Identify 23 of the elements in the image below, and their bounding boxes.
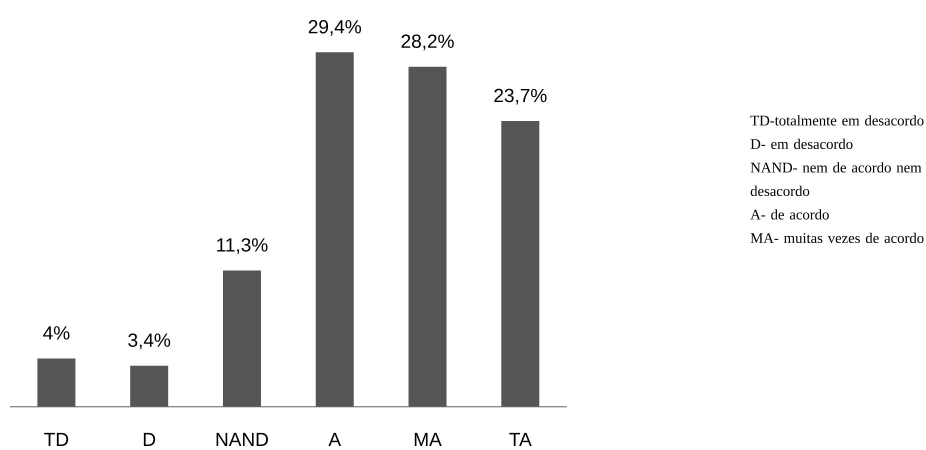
x-tick-label: D [144, 432, 156, 446]
bar [501, 121, 540, 407]
bar [316, 52, 354, 407]
bar [130, 366, 168, 407]
x-tick-label: A [328, 432, 342, 446]
bar [222, 270, 261, 407]
text: D- em desacordo [750, 138, 853, 150]
x-tick-label: MA [414, 432, 442, 446]
data-label: 28,2% [402, 34, 454, 50]
data-label: 3,4% [128, 333, 170, 350]
text: TD-totalmente em desacordo [750, 115, 924, 126]
text: NAND- nem de acordo nem desacordo [750, 162, 922, 196]
data-label: 4% [43, 326, 70, 340]
x-tick-label: NAND [216, 432, 268, 446]
text: MA- muitas vezes de acordo [750, 232, 924, 244]
x-tick-label: TD [44, 432, 68, 446]
bar [37, 358, 76, 407]
x-tick-label: TA [509, 432, 532, 446]
data-label: 29,4% [308, 20, 361, 36]
data-label: 11,3% [217, 238, 268, 254]
data-label: 23,7% [494, 88, 547, 104]
bar [408, 66, 447, 407]
text: A- de acordo [750, 209, 829, 220]
